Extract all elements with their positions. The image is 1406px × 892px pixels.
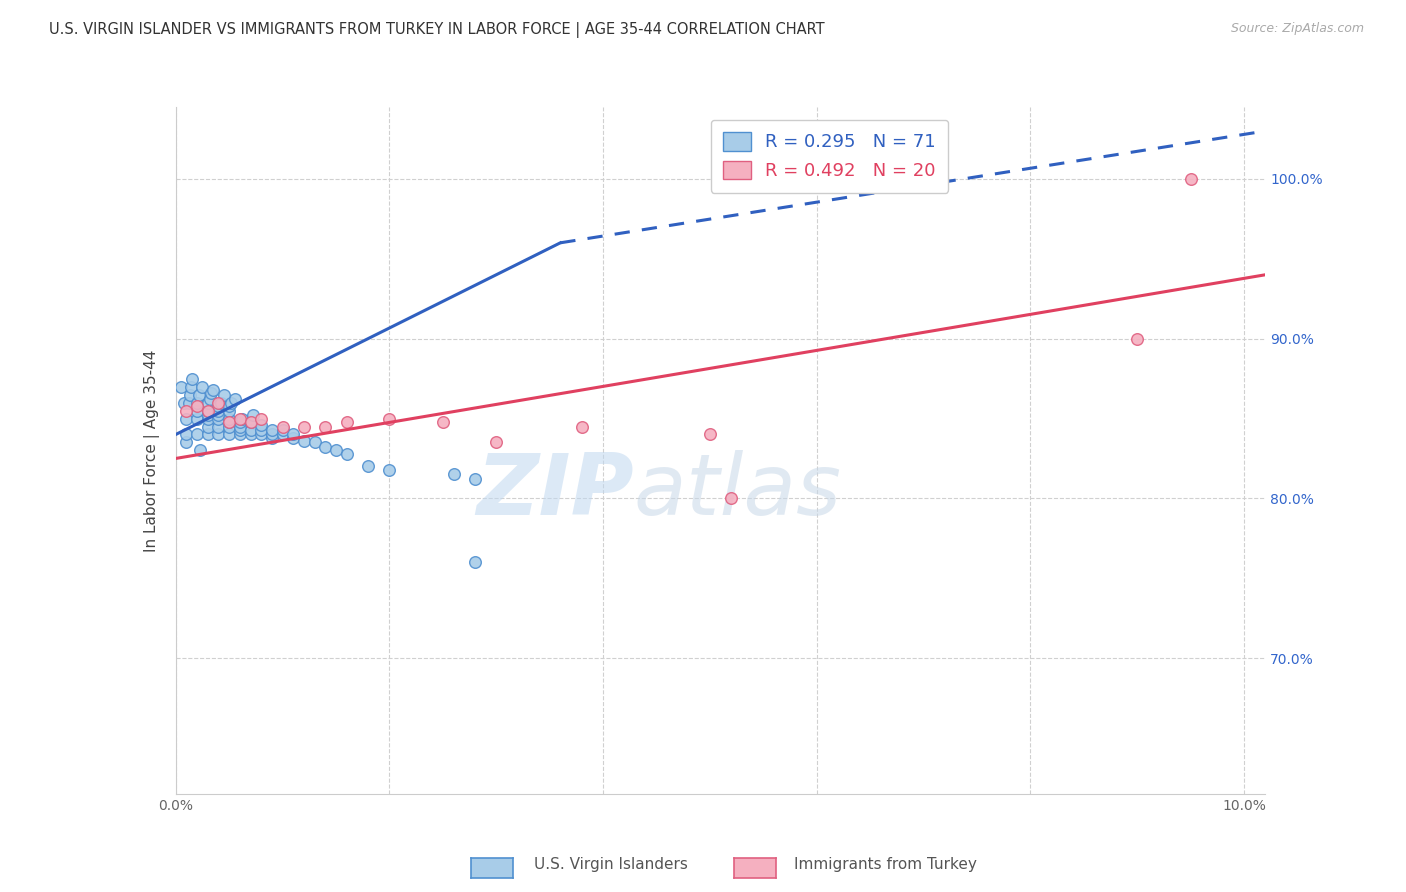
Text: U.S. Virgin Islanders: U.S. Virgin Islanders	[534, 857, 688, 872]
Point	[378, 411, 401, 425]
Text: Source: ZipAtlas.com: Source: ZipAtlas.com	[1230, 22, 1364, 36]
Point	[336, 415, 359, 429]
Point	[218, 415, 240, 429]
Point	[271, 419, 294, 434]
Point	[271, 423, 294, 437]
Point	[197, 403, 219, 417]
Point	[200, 386, 222, 401]
Point	[186, 403, 208, 417]
Point	[173, 395, 195, 409]
Point	[207, 419, 229, 434]
Point	[176, 411, 198, 425]
Point	[699, 427, 721, 442]
Point	[357, 459, 380, 474]
Point	[485, 435, 508, 450]
Point	[186, 395, 208, 409]
Point	[314, 419, 336, 434]
Point	[304, 435, 326, 450]
Point	[218, 415, 240, 429]
Point	[191, 379, 214, 393]
Point	[464, 472, 486, 486]
Point	[212, 387, 235, 401]
Point	[260, 423, 283, 437]
Point	[179, 387, 201, 401]
Point	[218, 399, 240, 413]
Point	[314, 440, 336, 454]
Point	[176, 435, 198, 450]
Point	[229, 411, 252, 425]
Point	[188, 443, 211, 458]
Point	[283, 431, 305, 445]
Point	[231, 411, 253, 425]
Point	[180, 379, 202, 393]
Point	[177, 395, 200, 409]
Point	[198, 392, 221, 407]
Point	[207, 403, 229, 417]
Point	[186, 427, 208, 442]
Point	[378, 462, 401, 476]
Point	[218, 427, 240, 442]
Point	[250, 417, 273, 432]
Text: atlas: atlas	[633, 450, 841, 533]
Point	[180, 371, 202, 385]
Point	[186, 411, 208, 425]
Point	[202, 383, 225, 397]
Point	[188, 387, 211, 401]
Point	[242, 409, 264, 423]
Point	[250, 423, 273, 437]
Point	[218, 419, 240, 434]
Point	[197, 395, 219, 409]
Point	[571, 419, 593, 434]
Point	[1180, 172, 1202, 186]
Point	[292, 434, 315, 448]
Point	[229, 415, 252, 429]
Point	[239, 415, 262, 429]
Point	[239, 427, 262, 442]
Point	[207, 399, 229, 413]
Point	[283, 427, 305, 442]
Text: Immigrants from Turkey: Immigrants from Turkey	[794, 857, 977, 872]
Point	[720, 491, 742, 506]
Point	[250, 427, 273, 442]
Point	[197, 403, 219, 417]
Point	[271, 427, 294, 442]
Point	[170, 379, 193, 393]
Point	[260, 431, 283, 445]
Point	[229, 427, 252, 442]
Text: U.S. VIRGIN ISLANDER VS IMMIGRANTS FROM TURKEY IN LABOR FORCE | AGE 35-44 CORREL: U.S. VIRGIN ISLANDER VS IMMIGRANTS FROM …	[49, 22, 825, 38]
Point	[197, 411, 219, 425]
Point	[464, 555, 486, 569]
Point	[292, 419, 315, 434]
Point	[176, 427, 198, 442]
Point	[432, 415, 454, 429]
Point	[239, 423, 262, 437]
Point	[186, 399, 208, 413]
Point	[197, 419, 219, 434]
Point	[336, 447, 359, 461]
Point	[443, 467, 465, 482]
Point	[325, 443, 347, 458]
Point	[1126, 332, 1149, 346]
Point	[197, 409, 219, 423]
Y-axis label: In Labor Force | Age 35-44: In Labor Force | Age 35-44	[143, 350, 160, 551]
Point	[207, 409, 229, 423]
Point	[207, 411, 229, 425]
Point	[176, 403, 198, 417]
Point	[207, 427, 229, 442]
Point	[260, 427, 283, 442]
Point	[209, 395, 232, 409]
Point	[224, 392, 246, 407]
Point	[218, 403, 240, 417]
Point	[229, 423, 252, 437]
Point	[221, 395, 243, 409]
Point	[229, 419, 252, 434]
Legend: R = 0.295   N = 71, R = 0.492   N = 20: R = 0.295 N = 71, R = 0.492 N = 20	[711, 120, 948, 193]
Point	[207, 395, 229, 409]
Text: ZIP: ZIP	[475, 450, 633, 533]
Point	[197, 427, 219, 442]
Point	[239, 415, 262, 429]
Point	[250, 411, 273, 425]
Point	[218, 411, 240, 425]
